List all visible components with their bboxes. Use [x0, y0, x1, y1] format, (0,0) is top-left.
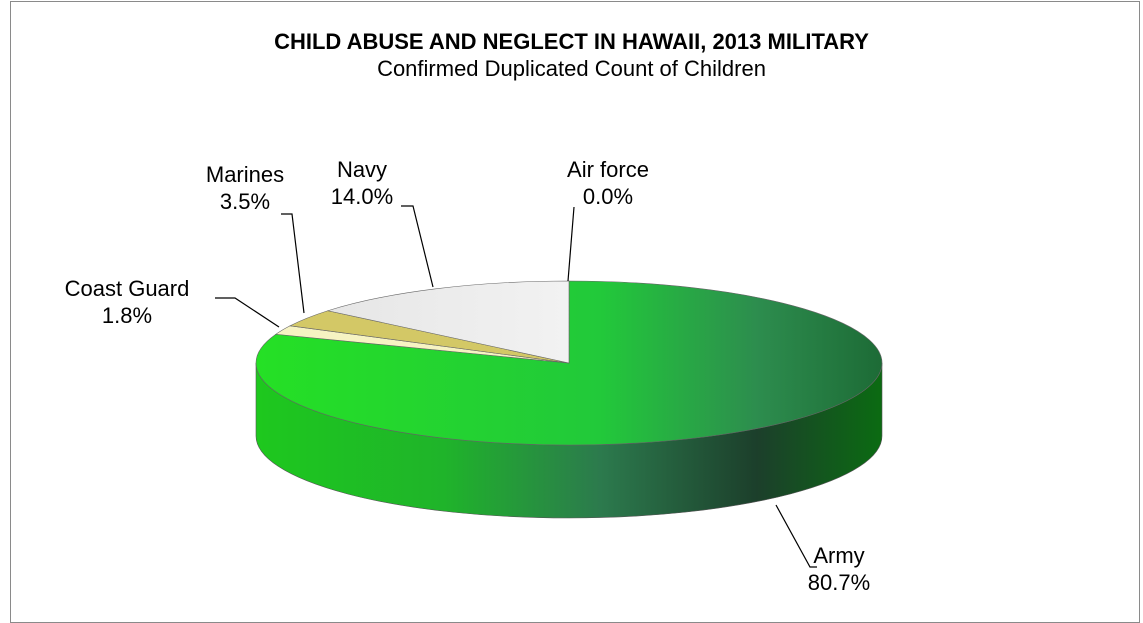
leader-line-navy [401, 205, 434, 288]
data-label-coast-guard-value: 1.8% [102, 303, 152, 328]
data-label-navy-name: Navy [337, 157, 387, 182]
chart-subtitle: Confirmed Duplicated Count of Children [377, 56, 766, 81]
data-label-army-name: Army [813, 543, 864, 568]
chart-title: CHILD ABUSE AND NEGLECT IN HAWAII, 2013 … [274, 29, 869, 54]
leader-line-coast-guard [215, 297, 280, 328]
data-label-air-force-value: 0.0% [583, 184, 633, 209]
pie-slice-navy [326, 280, 570, 364]
data-label-navy-value: 14.0% [331, 184, 393, 209]
data-label-army-value: 80.7% [808, 570, 870, 595]
data-label-marines-value: 3.5% [220, 189, 270, 214]
leader-line-army [775, 504, 817, 568]
data-label-marines-name: Marines [206, 162, 284, 187]
data-label-air-force-name: Air force [567, 157, 649, 182]
leader-line-marines [281, 213, 305, 314]
leader-line-air-force [567, 206, 575, 282]
data-label-coast-guard-name: Coast Guard [65, 276, 190, 301]
